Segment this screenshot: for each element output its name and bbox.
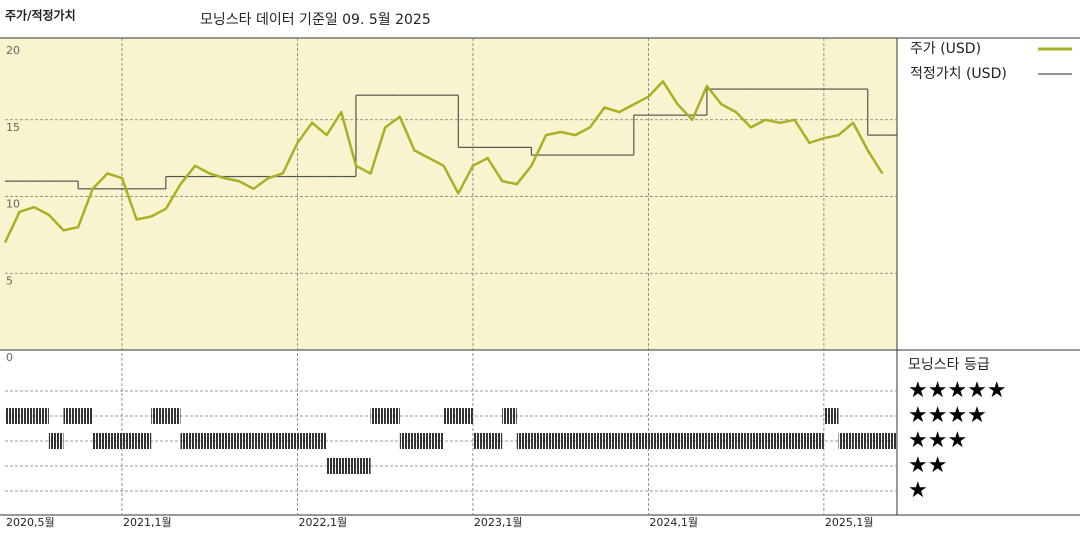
rating-bar [531,433,547,449]
rating-bar [692,433,707,449]
y-tick-label: 10 [6,198,20,211]
rating-bar [165,408,181,424]
rating-bar [750,433,766,449]
legend-label: 주가 (USD) [910,41,981,57]
rating-bar [589,433,605,449]
rating-legend-label: ★★★ [908,428,967,453]
chart-subtitle: 모닝스타 데이터 기준일 09. 5월 2025 [200,12,431,28]
rating-bar [721,433,737,449]
rating-bar [429,433,444,449]
x-tick-label: 2025,1월 [825,516,874,529]
rating-bar [867,433,883,449]
rating-bar [282,433,298,449]
rating-legend-label: ★★★★★ [908,378,1007,403]
rating-bar [472,433,488,449]
rating-bar [458,408,473,424]
rating-bar [560,433,576,449]
rating-bar [312,433,327,449]
rating-bar [809,433,824,449]
rating-bar [399,433,415,449]
rating-bar [180,433,196,449]
rating-bar [736,433,751,449]
rating-bar [414,433,430,449]
legend-label: 적정가치 (USD) [910,66,1007,82]
rating-bar [326,458,342,474]
rating-bar [604,433,620,449]
rating-bar [136,433,152,449]
rating-bar [619,433,634,449]
rating-bar [443,408,459,424]
x-tick-label: 2021,1월 [123,516,172,529]
rating-title: 모닝스타 등급 [908,357,990,373]
rating-bar [224,433,239,449]
rating-bar [238,433,254,449]
rating-legend-label: ★★★★ [908,403,987,428]
rating-bar [355,458,371,474]
rating-bar [209,433,225,449]
y-tick-label: 15 [6,121,20,134]
x-tick-label: 2022,1월 [298,516,347,529]
rating-bar [341,458,356,474]
rating-bar [546,433,561,449]
rating-bar [487,433,503,449]
rating-bar [663,433,678,449]
price-line [3,80,884,244]
rating-bar [677,433,693,449]
rating-bar [370,408,386,424]
rating-bar [838,433,854,449]
plot-background [0,38,897,350]
rating-legend-label: ★ [908,478,928,503]
rating-bar [882,433,897,449]
rating-bar [34,408,49,424]
rating-bar [853,433,868,449]
rating-bar [633,433,649,449]
rating-bar [765,433,781,449]
rating-bar [253,433,269,449]
rating-bar [151,408,166,424]
rating-bar [48,433,64,449]
rating-bar [78,408,93,424]
rating-bar [794,433,810,449]
rating-bar [107,433,122,449]
rating-bar [92,433,108,449]
rating-bar [706,433,722,449]
rating-bar [648,433,664,449]
y-tick-label: 5 [6,274,13,287]
rating-bar [121,433,137,449]
rating-bar [502,408,517,424]
rating-bar [5,408,20,424]
rating-bar [385,408,400,424]
y-tick-label: 20 [6,44,20,57]
rating-bar [63,408,79,424]
x-tick-label: 2020,5월 [6,516,55,529]
rating-bar [19,408,35,424]
rating-bar [780,433,795,449]
rating-bar [268,433,283,449]
rating-bar [823,408,839,424]
rating-bar [297,433,313,449]
rating-legend-label: ★★ [908,453,947,478]
rating-bar [516,433,532,449]
x-tick-label: 2024,1월 [649,516,698,529]
rating-bar [195,433,210,449]
y-tick-label: 0 [6,351,13,364]
x-tick-label: 2023,1월 [474,516,523,529]
chart-title: 주가/적정가치 [5,8,76,23]
rating-bar [575,433,590,449]
